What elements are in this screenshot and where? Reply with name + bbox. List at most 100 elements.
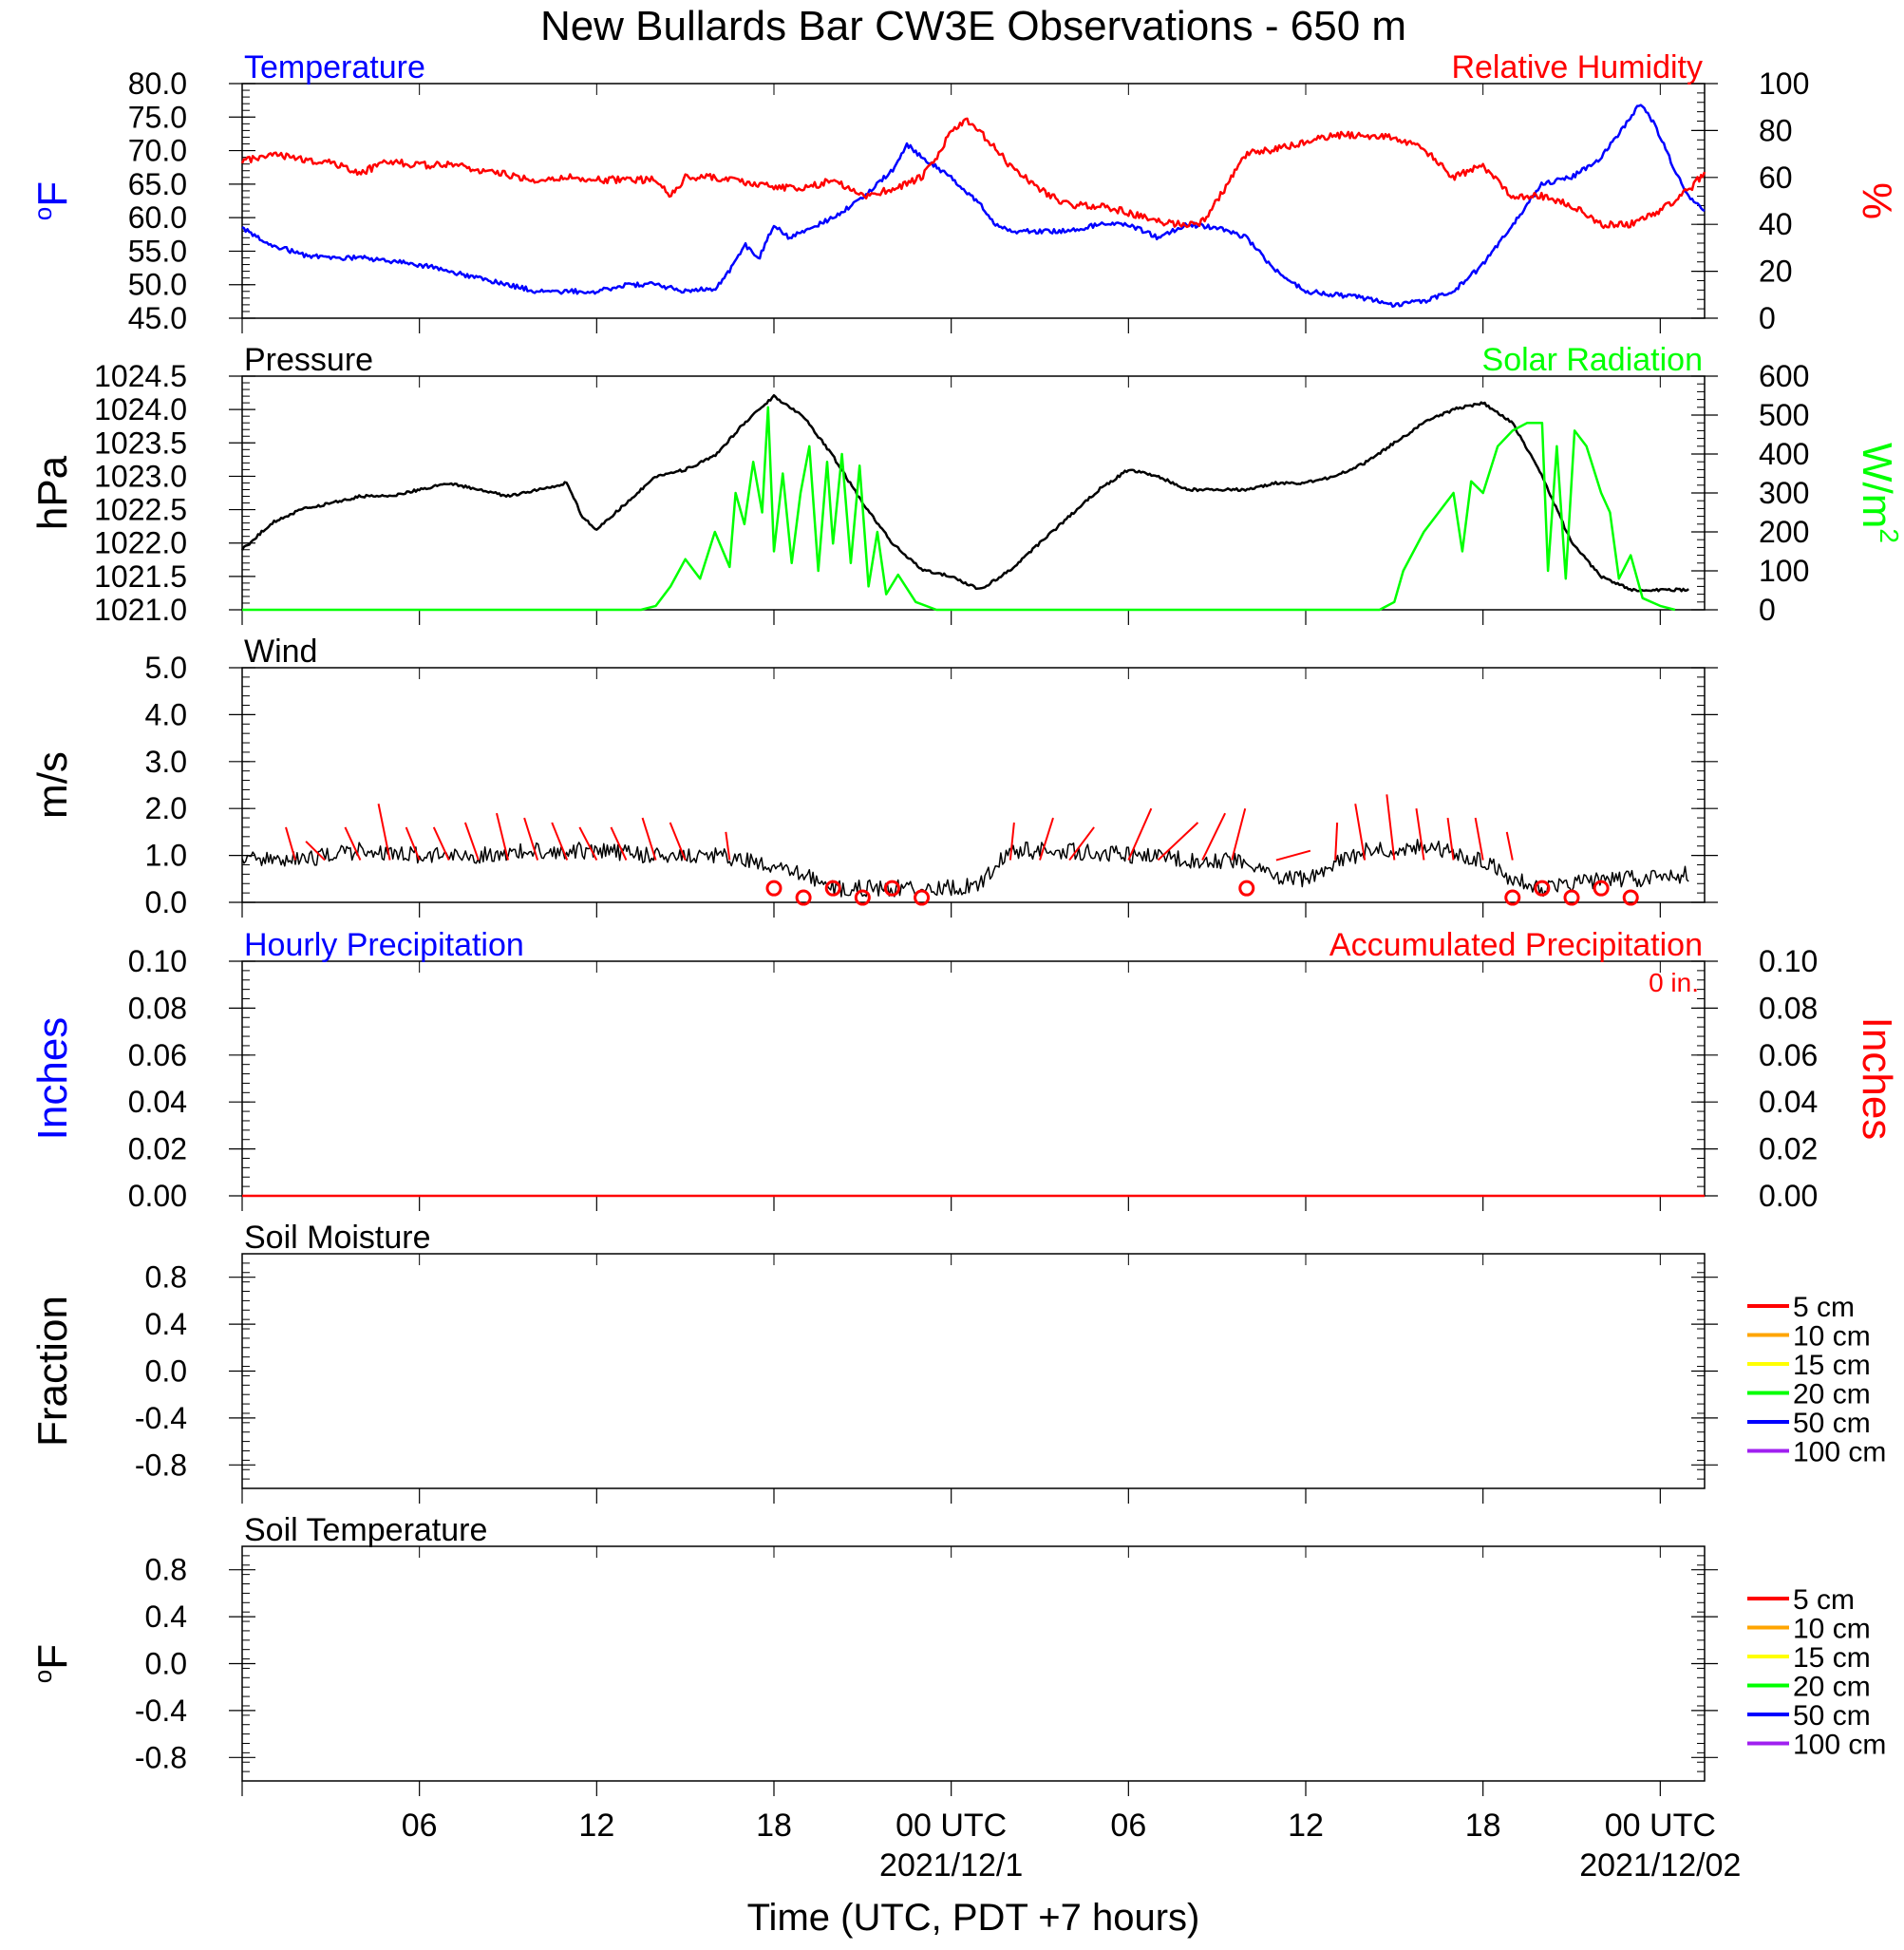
legend-entry: 20 cm (1793, 1379, 1871, 1410)
y-tick-label: 0.02 (128, 1132, 187, 1166)
y-tick-label: 55.0 (128, 234, 187, 268)
calm-wind-marker (1504, 889, 1521, 906)
wind-barb (551, 822, 569, 861)
y-tick-label: 0.08 (128, 991, 187, 1025)
legend-entry: 15 cm (1793, 1350, 1871, 1381)
y-tick-label: 4.0 (145, 697, 187, 731)
y-tick-label: 0.04 (128, 1085, 187, 1119)
panel-precip: Hourly Precipitation Accumulated Precipit… (29, 927, 1900, 1213)
x-tick-label: 18 (756, 1808, 792, 1844)
y-tick-label: -0.4 (135, 1401, 187, 1435)
y-tick-label: -0.8 (135, 1448, 187, 1482)
y-tick-label: 1021.5 (94, 559, 187, 594)
y-tick-label-right: 0 (1759, 301, 1776, 335)
wind-barb (1127, 807, 1153, 861)
panel-title-right: Relative Humidity (1451, 49, 1703, 85)
calm-wind-marker (854, 889, 871, 906)
wind-barb (305, 841, 326, 861)
y-tick-label: 1023.0 (94, 459, 187, 493)
y-tick-label: 0.0 (145, 1354, 187, 1389)
y-axis-label-right: % (1854, 182, 1900, 219)
panel-title-right: Solar Radiation (1482, 342, 1703, 378)
y-tick-label-right: 0.02 (1759, 1132, 1818, 1166)
y-tick-label: 1022.5 (94, 493, 187, 527)
y-tick-label-right: 400 (1759, 437, 1809, 471)
y-tick-label: 0.8 (145, 1260, 187, 1295)
unit-text: % (1854, 182, 1900, 219)
wind-barb (1415, 808, 1425, 861)
y-tick-label-right: 80 (1759, 113, 1793, 147)
calm-wind-marker (914, 889, 931, 906)
wind-barb (669, 822, 687, 861)
y-tick-label: 5.0 (145, 651, 187, 685)
legend-entry: 100 cm (1793, 1437, 1886, 1468)
wind-barb (1354, 804, 1367, 861)
wind-barb (1231, 807, 1247, 861)
y-tick-label-right: 100 (1759, 66, 1809, 101)
legend-entry: 50 cm (1793, 1700, 1871, 1732)
wind-barb (1446, 817, 1455, 861)
y-axis-label-right: W/m2 (1854, 443, 1904, 543)
wind-barb (1505, 831, 1514, 861)
panel-title-left: Soil Moisture (244, 1220, 431, 1256)
series-line-green (242, 406, 1676, 612)
calm-wind-marker (1622, 889, 1639, 906)
legend-entry: 50 cm (1793, 1408, 1871, 1439)
panel-title-left: Temperature (244, 49, 425, 85)
unit-letter: F (29, 181, 76, 207)
y-tick-label: 75.0 (128, 100, 187, 134)
y-tick-label-right: 0.08 (1759, 991, 1818, 1025)
legend-entry: 5 cm (1793, 1292, 1855, 1323)
wind-barb (1039, 817, 1054, 861)
wind-barb (578, 826, 598, 861)
calm-wind-marker (1593, 880, 1610, 897)
y-tick-label: 1021.0 (94, 593, 187, 627)
y-tick-label-right: 300 (1759, 476, 1809, 510)
y-tick-label: 0.06 (128, 1038, 187, 1072)
y-axis-label-left: oF (28, 181, 76, 220)
wind-barb (523, 817, 539, 861)
y-tick-label: -0.4 (135, 1694, 187, 1728)
x-tick-label: 00 UTC (895, 1808, 1007, 1844)
y-tick-label: 1024.0 (94, 392, 187, 426)
y-tick-label: 0.10 (128, 944, 187, 978)
x-tick-label: 06 (402, 1808, 438, 1844)
chart-title: New Bullards Bar CW3E Observations - 650… (540, 3, 1406, 49)
y-tick-label: 65.0 (128, 167, 187, 201)
unit-text: W/m (1854, 443, 1900, 528)
y-tick-label-right: 20 (1759, 255, 1793, 289)
wind-barb (1334, 822, 1339, 861)
y-tick-label-right: 500 (1759, 398, 1809, 432)
calm-wind-marker (765, 880, 782, 897)
y-tick-label-right: 600 (1759, 359, 1809, 393)
y-tick-label-right: 0.06 (1759, 1038, 1818, 1072)
wind-barb (641, 817, 657, 861)
degree-sign: o (28, 1670, 57, 1683)
wind-barb (432, 826, 450, 861)
x-tick-label: 00 UTC (1605, 1808, 1716, 1844)
y-tick-label: 0.4 (145, 1600, 187, 1634)
legend-entry: 15 cm (1793, 1642, 1871, 1674)
x-tick-label: 18 (1465, 1808, 1501, 1844)
y-tick-label: 0.4 (145, 1307, 187, 1341)
wind-barb (377, 804, 391, 861)
y-tick-label: 1022.0 (94, 526, 187, 560)
wind-barb (1474, 817, 1484, 861)
calm-wind-marker (795, 889, 812, 906)
y-tick-label: 0.0 (145, 1647, 187, 1681)
wind-barb (725, 831, 731, 861)
accumulated-total: 0 in. (1649, 968, 1699, 997)
panel-temp_rh: Temperature Relative Humidity 80.075.070.0… (28, 49, 1900, 335)
y-tick-label-right: 60 (1759, 161, 1793, 195)
calm-wind-marker (1534, 880, 1551, 897)
panels: Temperature Relative Humidity 80.075.070.0… (28, 49, 1904, 1796)
unit-text: Inches (1854, 1017, 1900, 1141)
wind-barb (1157, 822, 1199, 861)
wind-barb (1386, 794, 1396, 861)
series-line-red (240, 117, 1706, 230)
wind-barb (405, 826, 421, 861)
y-tick-label: 0.0 (145, 885, 187, 919)
